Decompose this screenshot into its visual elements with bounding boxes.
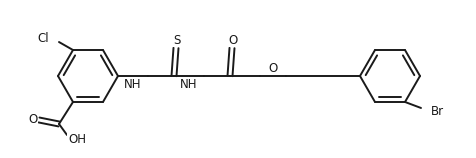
Text: S: S [173,33,181,46]
Text: NH: NH [124,78,142,91]
Text: Cl: Cl [38,31,49,45]
Text: NH: NH [180,78,198,91]
Text: O: O [228,33,238,46]
Text: Br: Br [431,106,444,118]
Text: OH: OH [68,134,86,146]
Text: O: O [268,61,278,75]
Text: O: O [29,113,38,127]
